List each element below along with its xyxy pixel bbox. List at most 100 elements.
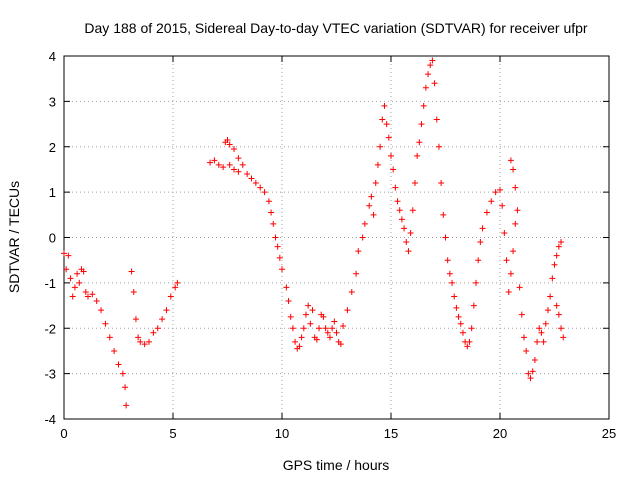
data-point-plus	[507, 270, 514, 277]
data-point-plus	[89, 291, 96, 298]
data-point-plus	[440, 211, 447, 218]
data-point-plus	[477, 239, 484, 246]
x-tick-label: 20	[493, 426, 507, 441]
data-point-plus	[438, 180, 445, 187]
data-point-plus	[558, 325, 565, 332]
data-point-plus	[536, 325, 543, 332]
data-point-plus	[497, 186, 503, 193]
y-tick-label: 2	[49, 140, 56, 155]
data-point-plus	[283, 284, 290, 291]
data-point-plus	[137, 338, 144, 345]
data-point-plus	[553, 302, 560, 309]
data-point-plus	[555, 243, 562, 250]
data-point-plus	[473, 279, 480, 286]
data-point-plus	[538, 329, 545, 336]
data-point-plus	[379, 116, 386, 123]
data-point-plus	[329, 325, 336, 332]
data-point-plus	[444, 257, 451, 264]
x-tick-label: 10	[275, 426, 289, 441]
data-point-plus	[313, 336, 320, 343]
data-point-plus	[409, 207, 416, 214]
data-point-plus	[146, 338, 153, 345]
data-point-plus	[425, 71, 432, 78]
data-point-plus	[167, 293, 174, 300]
data-point-plus	[115, 361, 122, 368]
data-point-plus	[80, 268, 87, 275]
data-marks	[61, 57, 567, 409]
y-tick-label: 3	[49, 94, 56, 109]
y-tick-label: -1	[44, 276, 56, 291]
data-point-plus	[353, 270, 360, 277]
data-point-plus	[355, 248, 362, 255]
data-point-plus	[449, 279, 456, 286]
data-point-plus	[510, 248, 517, 255]
data-point-plus	[466, 338, 473, 345]
data-point-plus	[235, 155, 242, 162]
data-point-plus	[270, 220, 277, 227]
data-point-plus	[499, 202, 506, 209]
data-point-plus	[372, 180, 379, 187]
data-point-plus	[287, 313, 294, 320]
data-point-plus	[457, 320, 464, 327]
data-point-plus	[414, 152, 421, 159]
data-point-plus	[361, 220, 368, 227]
data-point-plus	[235, 168, 242, 175]
data-point-plus	[67, 275, 74, 282]
data-point-plus	[292, 338, 299, 345]
data-point-plus	[285, 298, 292, 305]
data-point-plus	[231, 146, 238, 153]
data-point-plus	[547, 293, 554, 300]
data-point-plus	[93, 298, 100, 305]
x-axis-label: GPS time / hours	[283, 457, 390, 473]
data-point-plus	[324, 329, 331, 336]
data-point-plus	[370, 211, 377, 218]
data-point-plus	[468, 325, 475, 332]
data-point-plus	[307, 320, 314, 327]
data-point-plus	[381, 102, 388, 109]
data-point-plus	[431, 80, 438, 87]
data-point-plus	[503, 257, 510, 264]
data-point-plus	[220, 164, 227, 171]
data-point-plus	[265, 198, 272, 205]
data-point-plus	[276, 254, 283, 261]
data-point-plus	[226, 141, 233, 148]
data-point-plus	[501, 229, 508, 236]
data-point-plus	[418, 121, 425, 128]
data-point-plus	[326, 334, 333, 341]
data-point-plus	[416, 139, 423, 146]
data-point-plus	[558, 239, 565, 246]
data-point-plus	[279, 266, 285, 273]
data-point-plus	[174, 279, 181, 286]
data-point-plus	[553, 252, 560, 259]
data-point-plus	[422, 84, 429, 91]
data-point-plus	[331, 318, 338, 325]
data-point-plus	[374, 161, 381, 168]
data-point-plus	[231, 166, 238, 173]
data-point-plus	[274, 243, 281, 250]
data-point-plus	[383, 121, 390, 128]
data-point-plus	[420, 102, 427, 109]
data-point-plus	[455, 313, 462, 320]
data-point-plus	[529, 368, 536, 375]
data-point-plus	[401, 225, 408, 232]
data-point-plus	[446, 270, 453, 277]
x-tick-label: 25	[602, 426, 616, 441]
data-point-plus	[483, 209, 490, 216]
data-point-plus	[302, 311, 309, 318]
data-point-plus	[215, 161, 222, 168]
data-point-plus	[322, 325, 329, 332]
data-point-plus	[305, 302, 312, 309]
data-point-plus	[128, 268, 135, 275]
data-point-plus	[123, 402, 130, 409]
data-point-plus	[344, 307, 351, 314]
data-point-plus	[63, 266, 70, 273]
data-point-plus	[549, 275, 556, 282]
data-point-plus	[132, 316, 139, 323]
data-point-plus	[98, 307, 105, 314]
data-point-plus	[427, 62, 434, 69]
data-point-plus	[534, 338, 541, 345]
data-point-plus	[211, 157, 218, 164]
data-point-plus	[337, 341, 344, 348]
x-tick-label: 5	[169, 426, 176, 441]
data-point-plus	[488, 198, 495, 205]
